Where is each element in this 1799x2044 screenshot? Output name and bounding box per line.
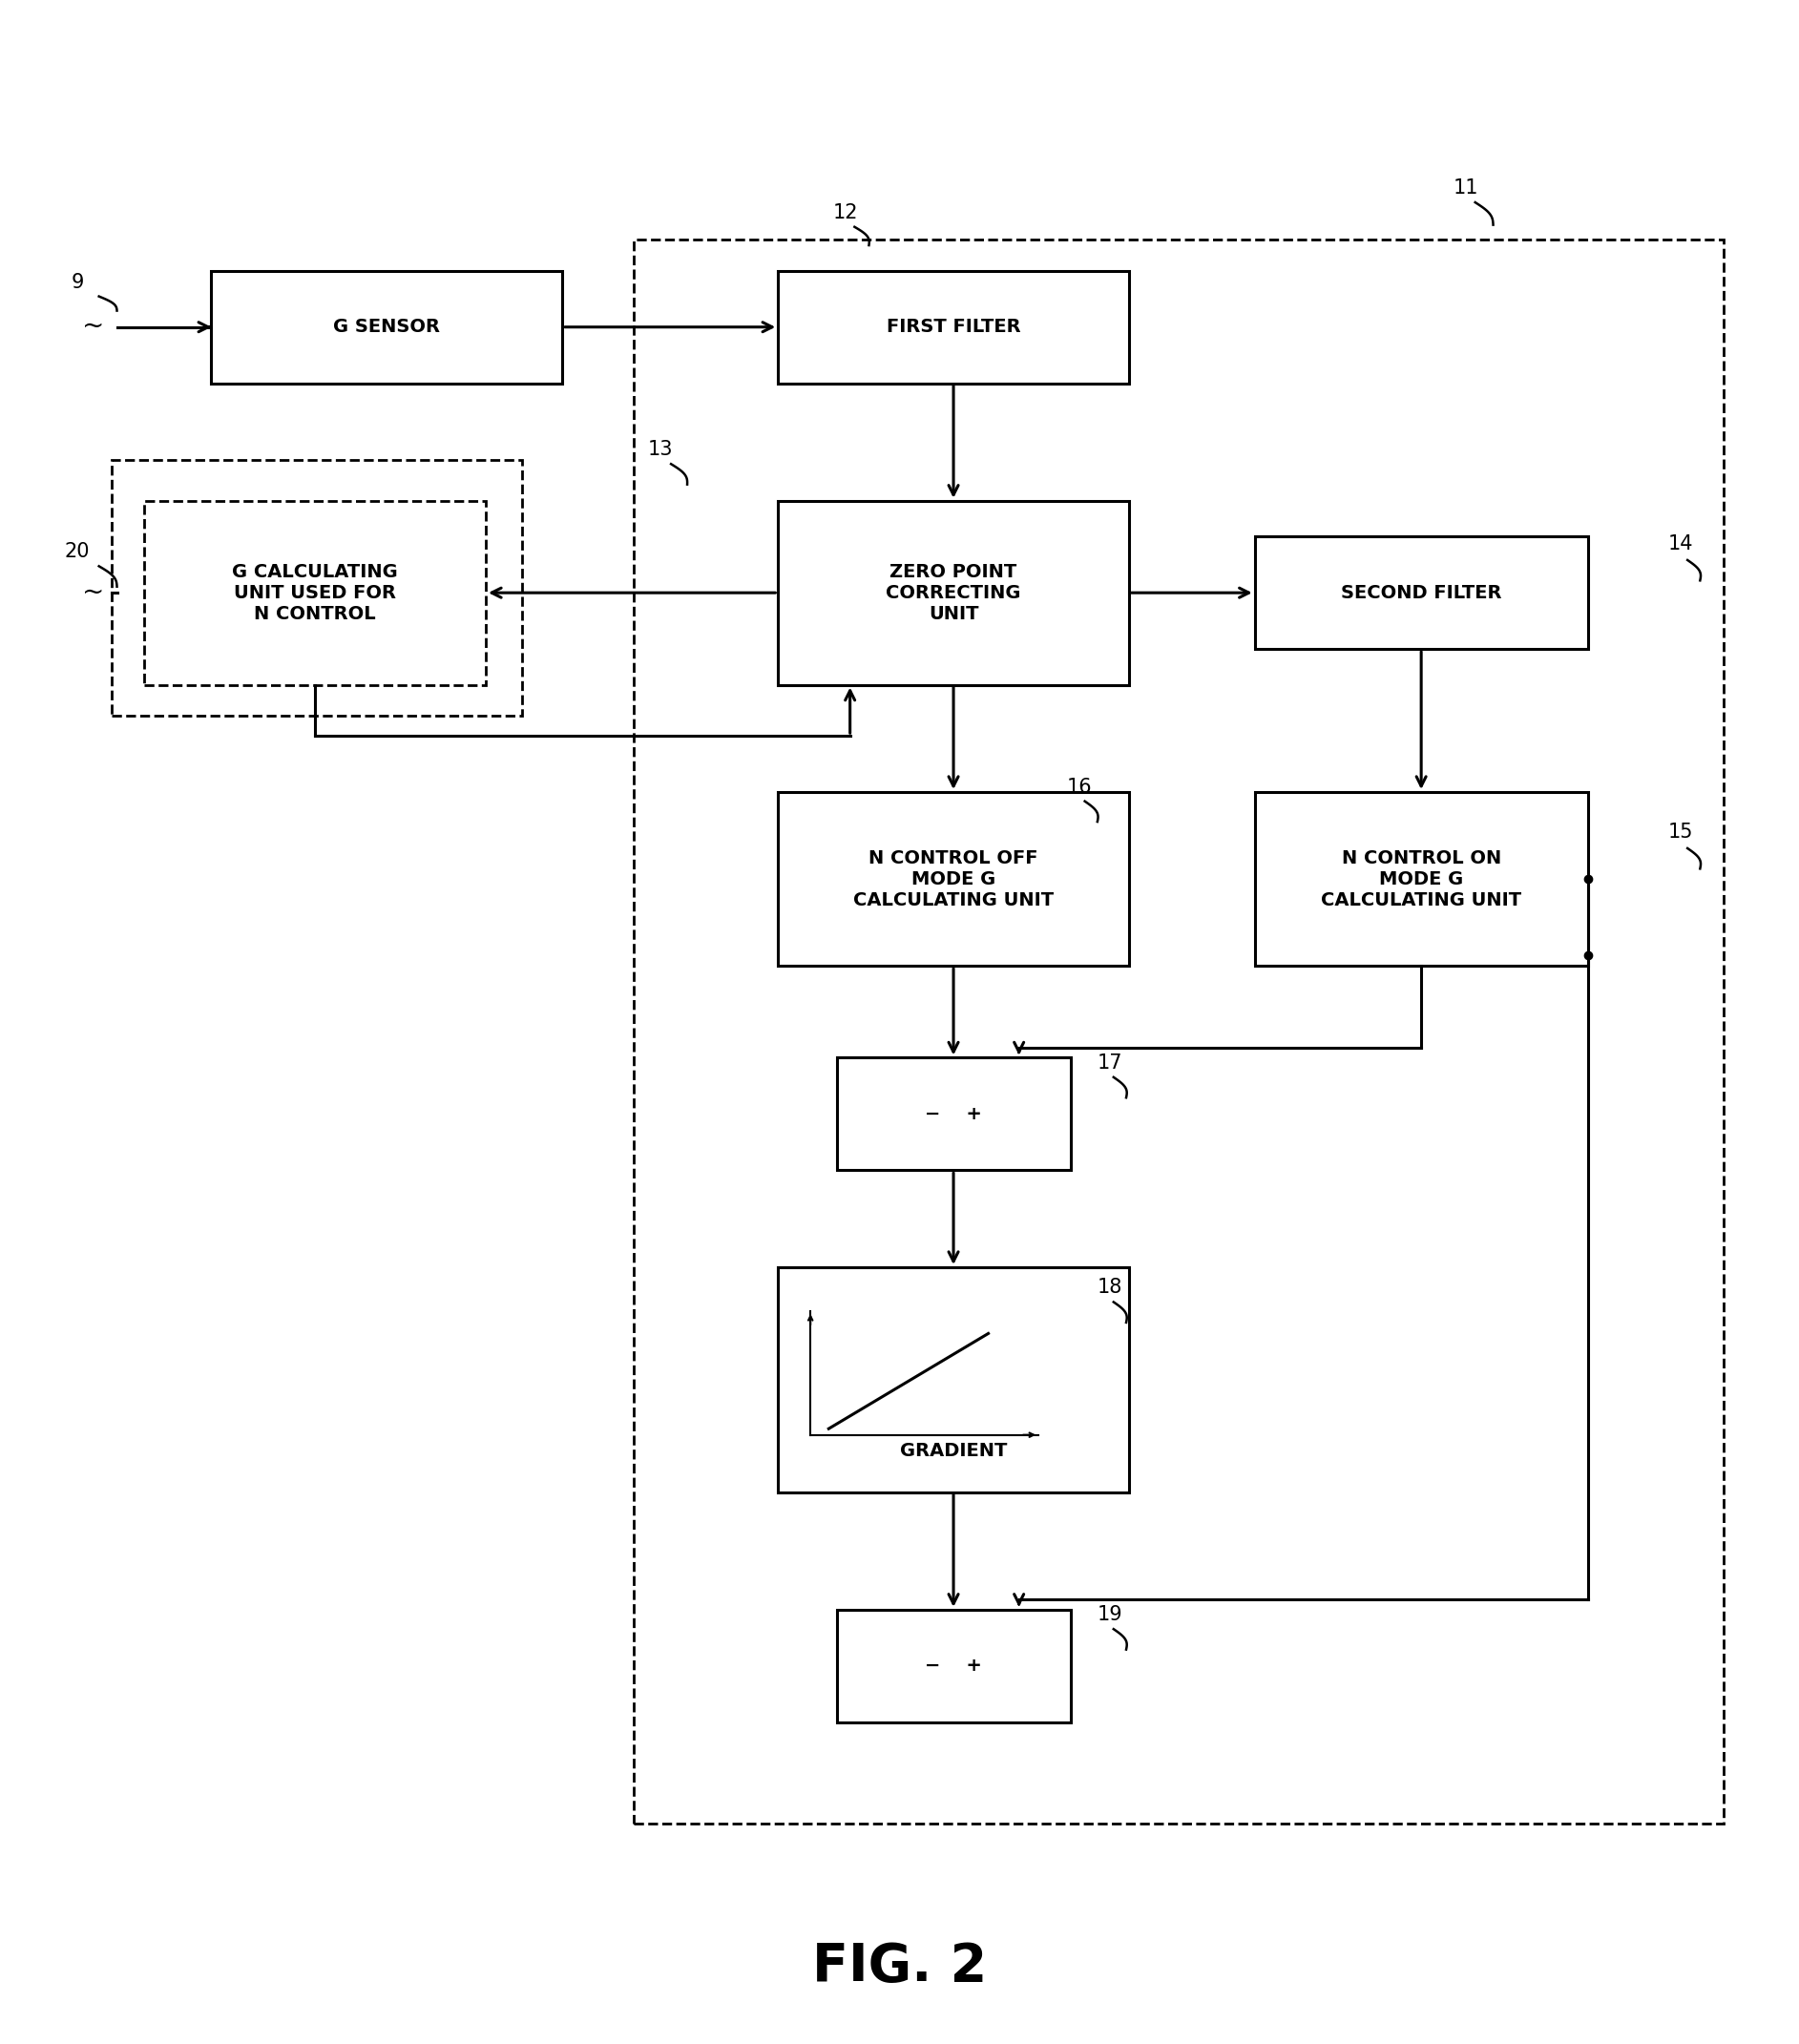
- Text: FIRST FILTER: FIRST FILTER: [887, 319, 1020, 335]
- Bar: [777, 793, 1130, 967]
- Text: SECOND FILTER: SECOND FILTER: [1340, 585, 1502, 601]
- Text: 16: 16: [1067, 777, 1092, 797]
- Text: ZERO POINT
CORRECTING
UNIT: ZERO POINT CORRECTING UNIT: [885, 562, 1022, 623]
- Text: 12: 12: [833, 202, 858, 223]
- Text: GRADIENT: GRADIENT: [900, 1443, 1007, 1459]
- Bar: [144, 501, 486, 685]
- Bar: [777, 1267, 1130, 1492]
- Bar: [1256, 536, 1589, 650]
- Text: −    +: − +: [925, 1106, 982, 1122]
- Text: 15: 15: [1668, 822, 1693, 842]
- Text: −    +: − +: [925, 1658, 982, 1674]
- Text: 14: 14: [1668, 533, 1693, 554]
- Text: 11: 11: [1454, 178, 1479, 198]
- Bar: [837, 1059, 1070, 1169]
- Text: 9: 9: [70, 272, 85, 292]
- Text: G SENSOR: G SENSOR: [333, 319, 441, 335]
- Text: N CONTROL OFF
MODE G
CALCULATING UNIT: N CONTROL OFF MODE G CALCULATING UNIT: [853, 848, 1054, 910]
- Text: 18: 18: [1097, 1278, 1123, 1298]
- Bar: [777, 501, 1130, 685]
- Text: 20: 20: [65, 542, 90, 562]
- Text: N CONTROL ON
MODE G
CALCULATING UNIT: N CONTROL ON MODE G CALCULATING UNIT: [1320, 848, 1522, 910]
- Text: 13: 13: [648, 439, 673, 460]
- Bar: [1256, 793, 1589, 967]
- Text: 17: 17: [1097, 1053, 1123, 1073]
- Bar: [777, 270, 1130, 384]
- Bar: [112, 460, 522, 715]
- Text: FIG. 2: FIG. 2: [811, 1940, 988, 1993]
- Bar: [837, 1611, 1070, 1721]
- Text: ~: ~: [83, 315, 104, 339]
- Text: 19: 19: [1097, 1605, 1123, 1625]
- Bar: [212, 270, 561, 384]
- Bar: [633, 239, 1723, 1823]
- Text: G CALCULATING
UNIT USED FOR
N CONTROL: G CALCULATING UNIT USED FOR N CONTROL: [232, 562, 398, 623]
- Text: ~: ~: [83, 580, 104, 605]
